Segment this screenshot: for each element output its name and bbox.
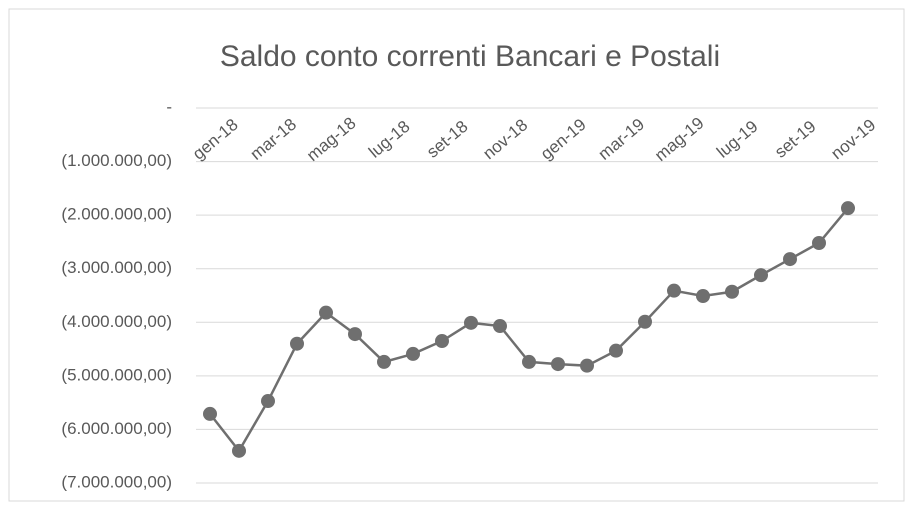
marker — [841, 201, 855, 216]
marker — [348, 327, 362, 342]
y-tick-label: (1.000.000,00) — [61, 151, 172, 170]
marker — [580, 358, 594, 373]
marker — [638, 314, 652, 329]
marker — [406, 346, 420, 361]
marker — [319, 305, 333, 320]
marker — [783, 252, 797, 267]
marker — [203, 406, 217, 421]
marker — [609, 343, 623, 358]
marker — [232, 443, 246, 458]
marker — [812, 236, 826, 250]
y-tick-label: (5.000.000,00) — [61, 365, 172, 384]
marker — [464, 315, 478, 330]
marker — [696, 289, 710, 304]
marker — [493, 319, 507, 334]
marker — [754, 268, 768, 283]
y-tick-label: (4.000.000,00) — [61, 312, 172, 331]
marker — [261, 394, 275, 409]
marker — [725, 284, 739, 299]
chart-border — [8, 8, 905, 502]
y-tick-label: - — [166, 97, 172, 116]
marker — [522, 354, 536, 369]
y-tick-label: (6.000.000,00) — [61, 419, 172, 438]
marker — [290, 336, 304, 351]
chart-title: Saldo conto correnti Bancari e Postali — [220, 40, 720, 73]
marker — [435, 334, 449, 349]
y-tick-label: (2.000.000,00) — [61, 205, 172, 224]
marker — [377, 354, 391, 369]
marker — [667, 283, 681, 298]
y-tick-label: (7.000.000,00) — [61, 472, 172, 491]
marker — [551, 357, 565, 372]
y-tick-label: (3.000.000,00) — [61, 258, 172, 277]
